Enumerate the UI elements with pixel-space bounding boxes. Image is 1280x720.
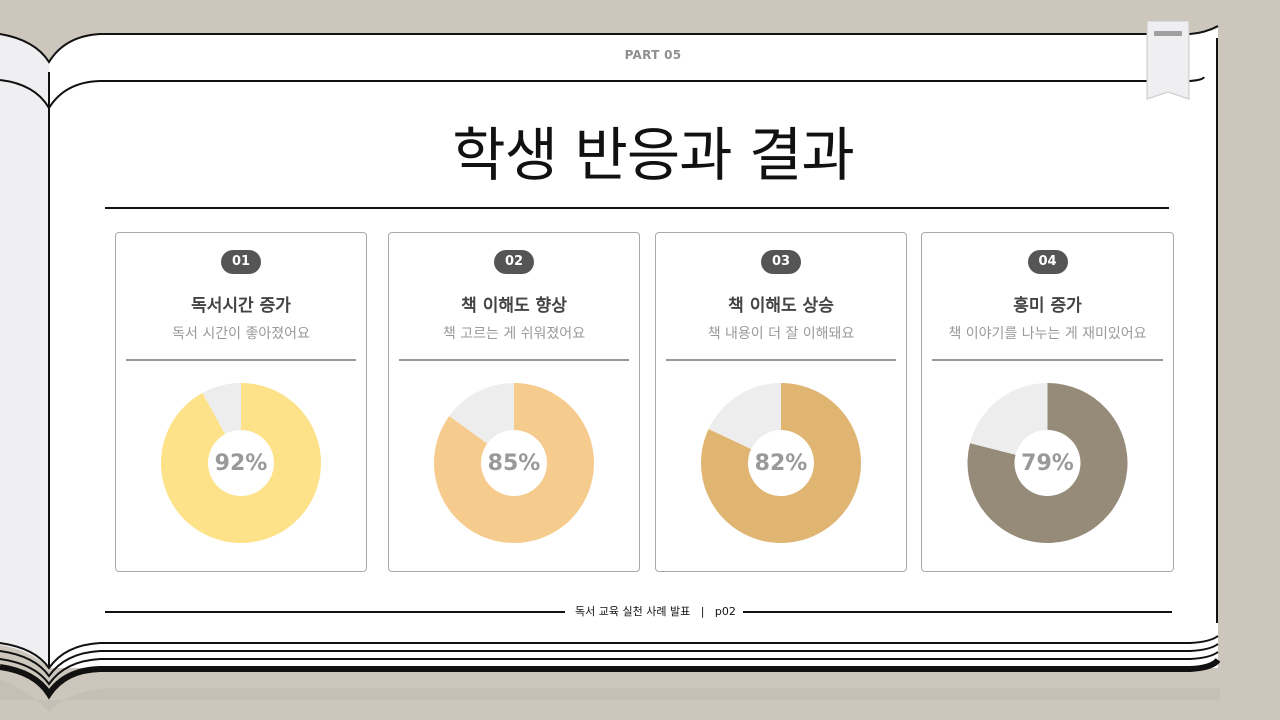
- donut-chart: [161, 383, 321, 543]
- donut-slice-remainder: [449, 383, 514, 444]
- card-divider: [666, 359, 896, 361]
- donut-chart: [434, 383, 594, 543]
- part-label: PART 05: [624, 48, 682, 62]
- card-title: 책 이해도 상승: [728, 296, 834, 316]
- percent-label: 82%: [754, 451, 808, 476]
- card-title: 책 이해도 향상: [461, 296, 567, 316]
- card-number-badge: 02: [494, 250, 534, 274]
- page-title: 학생 반응과 결과: [452, 121, 854, 189]
- footer-title: 독서 교육 실천 사례 발표: [575, 605, 691, 618]
- footer-separator: |: [700, 605, 705, 618]
- card-divider: [399, 359, 629, 361]
- percent-label: 79%: [1021, 451, 1074, 476]
- card-divider: [126, 359, 356, 361]
- result-card: 01 독서시간 증가 독서 시간이 좋아졌어요 92%: [115, 232, 367, 572]
- donut-slice-value: [967, 383, 1128, 543]
- donut-slice-remainder: [202, 383, 241, 435]
- card-number-badge: 04: [1027, 250, 1068, 274]
- footer-line-left: [105, 611, 565, 613]
- percent-label: 92%: [214, 451, 268, 476]
- card-subtitle: 책 고르는 게 쉬워졌어요: [442, 326, 586, 342]
- donut-slice-remainder: [970, 383, 1048, 455]
- card-number-badge: 03: [761, 250, 801, 274]
- result-card: 02 책 이해도 향상 책 고르는 게 쉬워졌어요 85%: [388, 232, 640, 572]
- footer-text: 독서 교육 실천 사례 발표 | p02: [575, 603, 736, 619]
- title-divider: [105, 207, 1169, 209]
- card-subtitle: 독서 시간이 좋아졌어요: [172, 326, 310, 342]
- donut-slice-value: [434, 383, 594, 543]
- donut-chart: [701, 383, 861, 543]
- card-subtitle: 책 이야기를 나누는 게 재미있어요: [948, 326, 1147, 342]
- card-subtitle: 책 내용이 더 잘 이해돼요: [707, 326, 855, 342]
- donut-slice-value: [161, 383, 321, 543]
- bookmark-icon: [1146, 20, 1190, 100]
- donut-slice-remainder: [708, 383, 781, 449]
- donut-slice-value: [701, 383, 861, 543]
- result-card: 03 책 이해도 상승 책 내용이 더 잘 이해돼요 82%: [655, 232, 907, 572]
- percent-label: 85%: [487, 451, 541, 476]
- footer-line-right: [743, 611, 1172, 613]
- card-title: 흥미 증가: [1013, 296, 1082, 316]
- card-number-badge: 01: [221, 250, 261, 274]
- card-divider: [932, 359, 1163, 361]
- page-number: p02: [714, 605, 736, 618]
- donut-chart: [967, 383, 1128, 543]
- result-card: 04 흥미 증가 책 이야기를 나누는 게 재미있어요 79%: [921, 232, 1174, 572]
- card-title: 독서시간 증가: [191, 296, 291, 316]
- footer: 독서 교육 실천 사례 발표 | p02: [105, 603, 1172, 619]
